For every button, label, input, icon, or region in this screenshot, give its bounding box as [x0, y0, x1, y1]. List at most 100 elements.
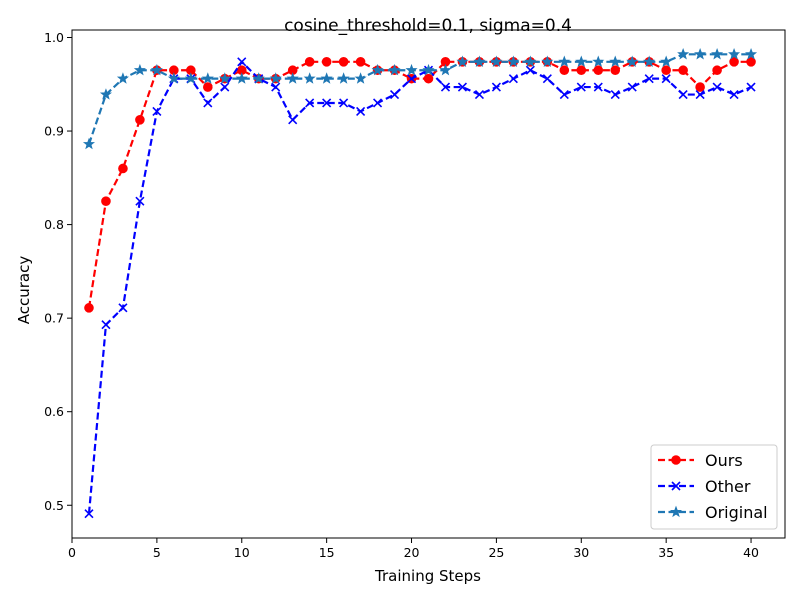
data-point	[406, 74, 417, 84]
x-axis-label: Training Steps	[374, 567, 481, 585]
data-point	[305, 98, 315, 108]
data-point	[490, 55, 503, 67]
data-point	[592, 55, 605, 67]
data-point	[457, 82, 468, 92]
data-point	[507, 55, 520, 67]
legend-item-other: Other	[658, 477, 751, 496]
data-point	[575, 55, 588, 67]
data-point	[439, 63, 452, 76]
data-point	[322, 98, 332, 108]
data-point	[456, 55, 469, 67]
x-tick-label: 40	[743, 545, 759, 560]
plot-area: 0 5 10 15 20 25 30 35 40 0.5 0.6 0.7 0.8 0.9 1.0	[44, 29, 786, 560]
legend: Ours Other Original	[650, 444, 778, 530]
data-point	[746, 82, 756, 92]
data-point	[508, 74, 518, 84]
data-point	[167, 72, 180, 84]
data-point	[338, 57, 349, 67]
data-point	[610, 65, 621, 76]
data-point	[203, 98, 213, 108]
data-point	[542, 74, 552, 84]
data-point	[235, 72, 248, 84]
data-point	[695, 89, 705, 100]
data-point	[610, 89, 620, 100]
plot-frame	[71, 29, 786, 539]
data-point	[84, 509, 94, 519]
data-point	[354, 72, 367, 84]
data-point	[576, 65, 587, 76]
data-point	[711, 47, 724, 60]
data-point	[422, 63, 435, 76]
data-point	[84, 303, 94, 313]
legend-label: Other	[705, 477, 751, 496]
series-original	[82, 47, 758, 150]
legend-marker	[671, 455, 681, 465]
x-tick-label: 15	[319, 545, 335, 560]
x-axis-ticks: 0 5 10 15 20 25 30 35 40	[68, 538, 759, 560]
data-point	[729, 57, 739, 67]
legend-label: Ours	[705, 451, 743, 470]
data-point	[677, 47, 690, 60]
data-point	[269, 72, 282, 84]
x-tick-label: 0	[68, 545, 76, 560]
data-point	[474, 89, 484, 100]
data-point	[184, 72, 197, 84]
data-point	[473, 55, 486, 67]
y-tick-label: 0.7	[44, 311, 64, 326]
series-line	[87, 53, 752, 145]
y-tick-label: 0.6	[44, 404, 64, 419]
data-point	[201, 72, 214, 84]
x-tick-label: 5	[153, 545, 161, 560]
legend-label: Original	[705, 503, 768, 522]
data-point	[218, 72, 231, 84]
x-tick-label: 25	[488, 545, 504, 560]
data-point	[729, 89, 739, 100]
data-point	[150, 63, 163, 76]
x-tick-label: 35	[658, 545, 674, 560]
data-point	[678, 89, 688, 100]
data-point	[388, 63, 401, 76]
data-point	[133, 63, 146, 76]
data-point	[661, 65, 671, 76]
data-point	[541, 55, 554, 67]
data-point	[118, 163, 128, 174]
y-tick-label: 1.0	[44, 30, 64, 45]
data-point	[252, 72, 265, 84]
legend-marker	[671, 481, 681, 491]
data-point	[728, 47, 741, 60]
x-tick-label: 30	[573, 545, 589, 560]
data-point	[152, 106, 162, 116]
data-point	[643, 55, 656, 67]
data-point	[237, 57, 247, 67]
data-point	[118, 303, 128, 313]
legend-item-original: Original	[658, 503, 768, 522]
data-point	[644, 74, 654, 84]
data-point	[321, 57, 332, 67]
series-line	[87, 60, 752, 514]
data-point	[559, 89, 569, 100]
data-point	[356, 106, 366, 116]
data-point	[694, 47, 707, 60]
data-point	[661, 74, 671, 84]
data-point	[660, 55, 673, 67]
y-axis-label: Accuracy	[15, 256, 33, 325]
data-point	[116, 72, 129, 84]
series-layer	[82, 47, 758, 519]
legend-items: Ours Other Original	[658, 451, 768, 522]
data-point	[491, 82, 501, 92]
data-point	[135, 115, 145, 125]
data-point	[576, 82, 586, 92]
data-point	[712, 82, 722, 92]
data-point	[101, 196, 111, 207]
data-point	[135, 196, 145, 206]
data-point	[303, 72, 316, 84]
data-point	[559, 65, 570, 76]
data-point	[337, 72, 350, 84]
data-point	[440, 82, 451, 92]
y-tick-label: 0.9	[44, 124, 64, 139]
data-point	[695, 82, 705, 92]
y-tick-label: 0.8	[44, 217, 64, 232]
legend-box	[650, 444, 778, 530]
data-point	[82, 137, 96, 150]
